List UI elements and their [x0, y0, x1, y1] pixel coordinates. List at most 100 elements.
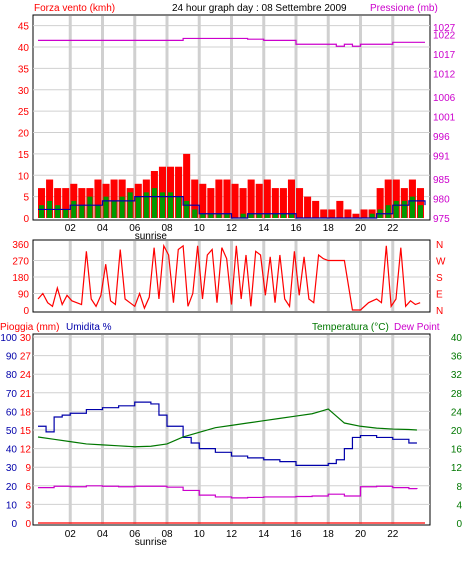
wind-xtick-22: 22: [387, 223, 399, 234]
wind-xtick-16: 16: [290, 223, 302, 234]
wind-tick-5: 5: [23, 193, 29, 204]
avg-bar-7: [95, 205, 101, 218]
gust-bar-24: [231, 183, 239, 218]
temp-tick-20: 20: [451, 426, 463, 437]
dir-tick-90: 90: [18, 290, 30, 301]
gust-bar-34: [312, 200, 320, 218]
humidity-tick-70: 70: [6, 389, 18, 400]
avg-bar-0: [39, 205, 45, 218]
dir-tick-0: 0: [23, 306, 29, 317]
gust-bar-0: [38, 188, 46, 218]
pressure-tick-975: 975: [433, 214, 450, 225]
dir-compass-0: N: [436, 240, 443, 251]
gust-bar-26: [247, 179, 255, 218]
temp-tick-12: 12: [451, 463, 463, 474]
temp-tick-16: 16: [451, 445, 463, 456]
pressure-tick-1001: 1001: [433, 113, 456, 124]
avg-bar-45: [401, 200, 407, 218]
wind-sunrise-label: sunrise: [135, 231, 168, 242]
avg-bar-17: [176, 196, 182, 218]
gust-bar-17: [175, 166, 183, 218]
avg-bar-44: [393, 200, 399, 218]
humidity-tick-90: 90: [6, 352, 18, 363]
pressure-tick-1017: 1017: [433, 50, 456, 61]
wind-tick-0: 0: [23, 214, 29, 225]
gust-bar-37: [336, 200, 344, 218]
gust-bar-39: [352, 213, 360, 218]
gust-bar-44: [392, 179, 400, 218]
avg-bar-27: [256, 213, 262, 218]
wind-xtick-08: 08: [161, 223, 173, 234]
pressure-axis-title: Pressione (mb): [370, 3, 438, 14]
avg-bar-2: [55, 205, 61, 218]
gust-bar-47: [416, 188, 424, 218]
wind-xtick-10: 10: [194, 223, 206, 234]
dir-compass-2: S: [436, 273, 443, 284]
wind-xtick-20: 20: [355, 223, 367, 234]
temp-xtick-04: 04: [97, 529, 109, 540]
avg-bar-47: [417, 205, 423, 218]
avg-bar-46: [409, 196, 415, 218]
gust-bar-2: [54, 188, 62, 218]
chart-title: 24 hour graph day : 08 Settembre 2009: [172, 3, 347, 14]
dewpoint-axis-title: Dew Point: [394, 322, 440, 333]
temp-tick-4: 4: [456, 500, 462, 511]
rain-axis-title: Pioggia (mm): [0, 322, 59, 333]
temp-tick-40: 40: [451, 333, 463, 344]
pressure-tick-980: 980: [433, 194, 450, 205]
temp-xtick-08: 08: [161, 529, 173, 540]
wind-tick-30: 30: [18, 86, 30, 97]
avg-bar-15: [159, 192, 165, 218]
gust-bar-38: [344, 209, 352, 218]
gust-bar-43: [384, 179, 392, 218]
gust-bar-5: [78, 188, 86, 218]
avg-bar-4: [71, 200, 77, 218]
gust-bar-36: [328, 209, 336, 218]
avg-bar-16: [168, 192, 174, 218]
humidity-tick-10: 10: [6, 500, 18, 511]
pressure-line: [38, 37, 425, 47]
gust-bar-40: [360, 209, 368, 218]
dir-tick-270: 270: [12, 257, 29, 268]
gust-bar-32: [296, 188, 304, 218]
avg-bar-10: [119, 196, 125, 218]
pressure-tick-1027: 1027: [433, 23, 456, 34]
humidity-tick-40: 40: [6, 445, 18, 456]
gust-bar-30: [279, 188, 287, 218]
avg-bar-26: [248, 213, 254, 218]
rain-tick-24: 24: [20, 370, 32, 381]
temp-xtick-12: 12: [226, 529, 238, 540]
wind-tick-25: 25: [18, 107, 30, 118]
gust-bar-28: [263, 179, 271, 218]
direction-line: [37, 243, 421, 311]
wind-axis-title: Forza vento (kmh): [34, 3, 115, 14]
gust-bar-35: [320, 209, 328, 218]
humidity-tick-60: 60: [6, 407, 18, 418]
gust-bar-42: [376, 188, 384, 218]
wind-xtick-12: 12: [226, 223, 238, 234]
temperature-line: [37, 408, 417, 448]
gust-bar-7: [94, 179, 102, 218]
dewpoint-line: [38, 485, 418, 499]
rain-tick-15: 15: [20, 426, 32, 437]
avg-bar-20: [200, 213, 206, 218]
wind-speed-line: [38, 196, 426, 219]
rain-tick-0: 0: [25, 519, 31, 530]
avg-bar-12: [135, 196, 141, 218]
avg-bar-21: [208, 213, 214, 218]
wind-tick-40: 40: [18, 43, 30, 54]
pressure-tick-996: 996: [433, 132, 450, 143]
gust-bar-21: [207, 188, 215, 218]
dir-compass-1: W: [436, 257, 446, 268]
temp-xtick-20: 20: [355, 529, 367, 540]
pressure-tick-1012: 1012: [433, 70, 456, 81]
gust-bar-1: [46, 179, 54, 218]
gust-bar-25: [239, 188, 247, 218]
temp-xtick-16: 16: [290, 529, 302, 540]
temp-xtick-22: 22: [387, 529, 399, 540]
humidity-tick-80: 80: [6, 370, 18, 381]
avg-bar-31: [288, 213, 294, 218]
humidity-tick-0: 0: [11, 519, 17, 530]
rain-tick-3: 3: [25, 500, 31, 511]
humidity-tick-30: 30: [6, 463, 18, 474]
